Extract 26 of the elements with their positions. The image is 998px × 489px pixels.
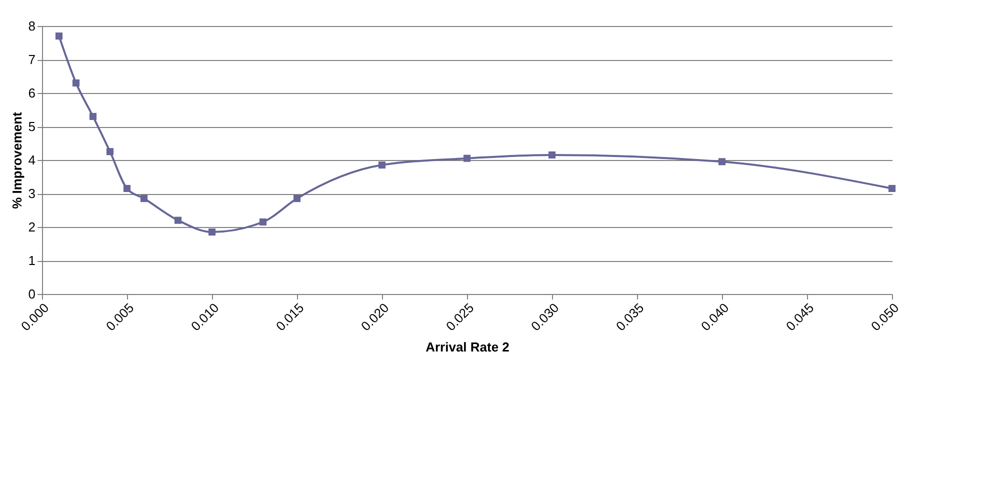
y-tick-label: 6 — [28, 86, 36, 100]
point — [718, 158, 726, 166]
point — [123, 184, 131, 192]
y-tick-label: 4 — [28, 152, 36, 168]
point — [293, 194, 301, 202]
point — [140, 194, 148, 202]
point — [55, 32, 63, 40]
point — [463, 154, 471, 162]
y-tick-label: 2 — [28, 220, 36, 234]
point — [888, 184, 896, 192]
point — [106, 148, 114, 156]
point — [89, 112, 97, 120]
point — [259, 218, 267, 226]
y-tick-label: 8 — [28, 18, 36, 34]
y-tick-label: 0 — [28, 286, 36, 302]
y-axis-title: % Improvement — [9, 111, 24, 209]
y-tick-label: 3 — [28, 186, 36, 201]
point — [548, 151, 556, 159]
y-tick-label: 5 — [28, 119, 36, 134]
point — [72, 79, 80, 86]
y-tick-label: 1 — [28, 253, 36, 268]
y-tick-label: 7 — [28, 52, 36, 67]
x-axis-title: Arrival Rate 2 — [426, 340, 510, 355]
point — [208, 228, 216, 236]
point — [378, 161, 386, 169]
point — [174, 216, 182, 224]
